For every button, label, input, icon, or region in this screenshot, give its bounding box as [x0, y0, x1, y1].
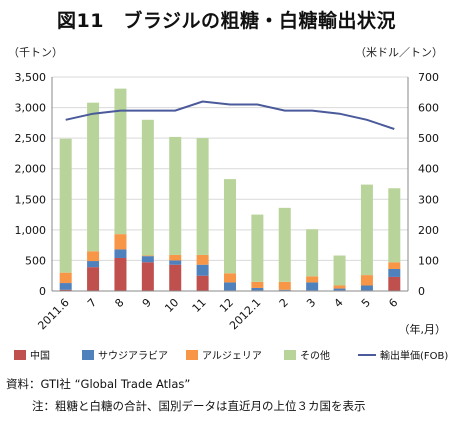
right-tick-label: 200	[418, 224, 439, 237]
bar-segment	[224, 282, 236, 291]
bar-segment	[388, 188, 401, 263]
bar-segment	[114, 234, 127, 250]
bar-segment	[251, 214, 264, 282]
right-tick-label: 300	[418, 193, 439, 206]
legend-label: 輸出単価(FOB)	[380, 349, 448, 362]
bar-segment	[114, 257, 127, 291]
chart-title: 図11 ブラジルの粗糖・白糖輸出状況	[56, 10, 397, 32]
bar-segment	[388, 276, 401, 291]
bar-segment	[333, 288, 346, 291]
left-tick-label: 1,500	[15, 193, 47, 206]
left-axis-unit: （千トン）	[8, 46, 63, 59]
bar-segment	[141, 262, 154, 291]
bar-segment	[360, 285, 373, 291]
bar-segment	[59, 272, 72, 284]
left-tick-label: 500	[25, 254, 46, 267]
bar-segment	[87, 251, 100, 262]
price-line	[65, 100, 395, 130]
bar-segment	[278, 207, 291, 282]
note-caption: 注：粗糖と白糖の合計、国別データは直近月の上位３カ国を表示	[32, 399, 366, 413]
legend-label: その他	[300, 349, 330, 362]
right-tick-label: 500	[418, 132, 439, 145]
bar-segment	[196, 138, 209, 255]
bar-segment	[278, 281, 291, 290]
bar-segment	[87, 102, 100, 252]
bar-segment	[388, 262, 401, 269]
bar-segment	[306, 282, 319, 291]
x-tick-label: 2011.6	[35, 296, 71, 332]
bar-segment	[196, 254, 209, 265]
bar-segment	[196, 264, 209, 276]
x-tick-label: 10	[162, 296, 181, 315]
bar-segment	[169, 260, 182, 265]
bar-segment	[333, 285, 346, 289]
x-tick-label: 9	[140, 296, 154, 310]
bar-segment	[87, 261, 100, 268]
bar-segment	[306, 276, 319, 283]
legend-swatch	[14, 350, 26, 360]
bar-segment	[59, 138, 72, 273]
bar-segment	[278, 289, 291, 291]
bar-segment	[141, 119, 154, 256]
x-tick-label: 12	[217, 296, 236, 315]
x-tick-label: 2012.1	[227, 296, 263, 332]
right-tick-label: 400	[418, 163, 439, 176]
bar-segment	[87, 267, 100, 291]
bar-stacks	[59, 88, 401, 291]
x-tick-label: 5	[359, 296, 373, 310]
bar-segment	[114, 249, 127, 258]
left-tick-label: 1,000	[15, 224, 47, 237]
legend-swatch	[284, 350, 296, 360]
bar-segment	[169, 136, 182, 255]
bar-segment	[196, 275, 209, 291]
x-tick-label: 4	[332, 296, 346, 310]
bar-segment	[114, 88, 127, 235]
bar-segment	[360, 275, 373, 286]
right-tick-label: 0	[418, 285, 425, 298]
chart-svg: 0 500 1,000 1,500 2,000 2,500 3,000 3,500 0 100 20…	[14, 71, 448, 362]
bar-segment	[333, 255, 346, 286]
left-tick-label: 3,500	[15, 71, 47, 84]
x-tick-label: 8	[112, 296, 126, 310]
bar-segment	[251, 281, 264, 288]
right-tick-label: 600	[418, 102, 439, 115]
bar-segment	[141, 256, 154, 263]
legend-swatch	[82, 350, 94, 360]
right-tick-label: 100	[418, 254, 439, 267]
bar-segment	[141, 255, 154, 257]
legend-label: アルジェリア	[202, 351, 262, 362]
left-tick-label: 2,000	[15, 163, 47, 176]
x-tick-label: 2	[277, 296, 291, 310]
bar-segment	[306, 229, 319, 277]
x-tick-label: 6	[386, 296, 400, 310]
legend: 中国 サウジアラビア アルジェリア その他 輸出単価(FOB)	[14, 349, 448, 362]
legend-label: サウジアラビア	[98, 350, 168, 362]
legend-label: 中国	[30, 349, 50, 362]
left-tick-label: 3,000	[15, 102, 47, 115]
x-axis-unit: （年,月）	[399, 322, 447, 336]
bar-segment	[388, 268, 401, 277]
left-tick-label: 2,500	[15, 132, 47, 145]
x-tick-label: 3	[304, 296, 318, 310]
legend-swatch	[186, 350, 198, 360]
bar-segment	[169, 264, 182, 291]
bar-segment	[59, 283, 72, 290]
right-tick-label: 700	[418, 71, 439, 84]
x-tick-label: 11	[190, 296, 209, 315]
right-axis-unit: （米ドル／トン）	[355, 46, 443, 59]
bar-segment	[251, 287, 264, 291]
x-tick-label: 7	[85, 296, 99, 310]
bar-segment	[169, 254, 182, 261]
left-tick-label: 0	[39, 285, 46, 298]
price-line-path	[65, 100, 395, 130]
bar-segment	[59, 289, 72, 291]
source-caption: 資料：GTI社 “Global Trade Atlas”	[6, 377, 191, 391]
bar-segment	[360, 184, 373, 276]
bar-segment	[224, 179, 236, 274]
bar-segment	[224, 273, 236, 283]
